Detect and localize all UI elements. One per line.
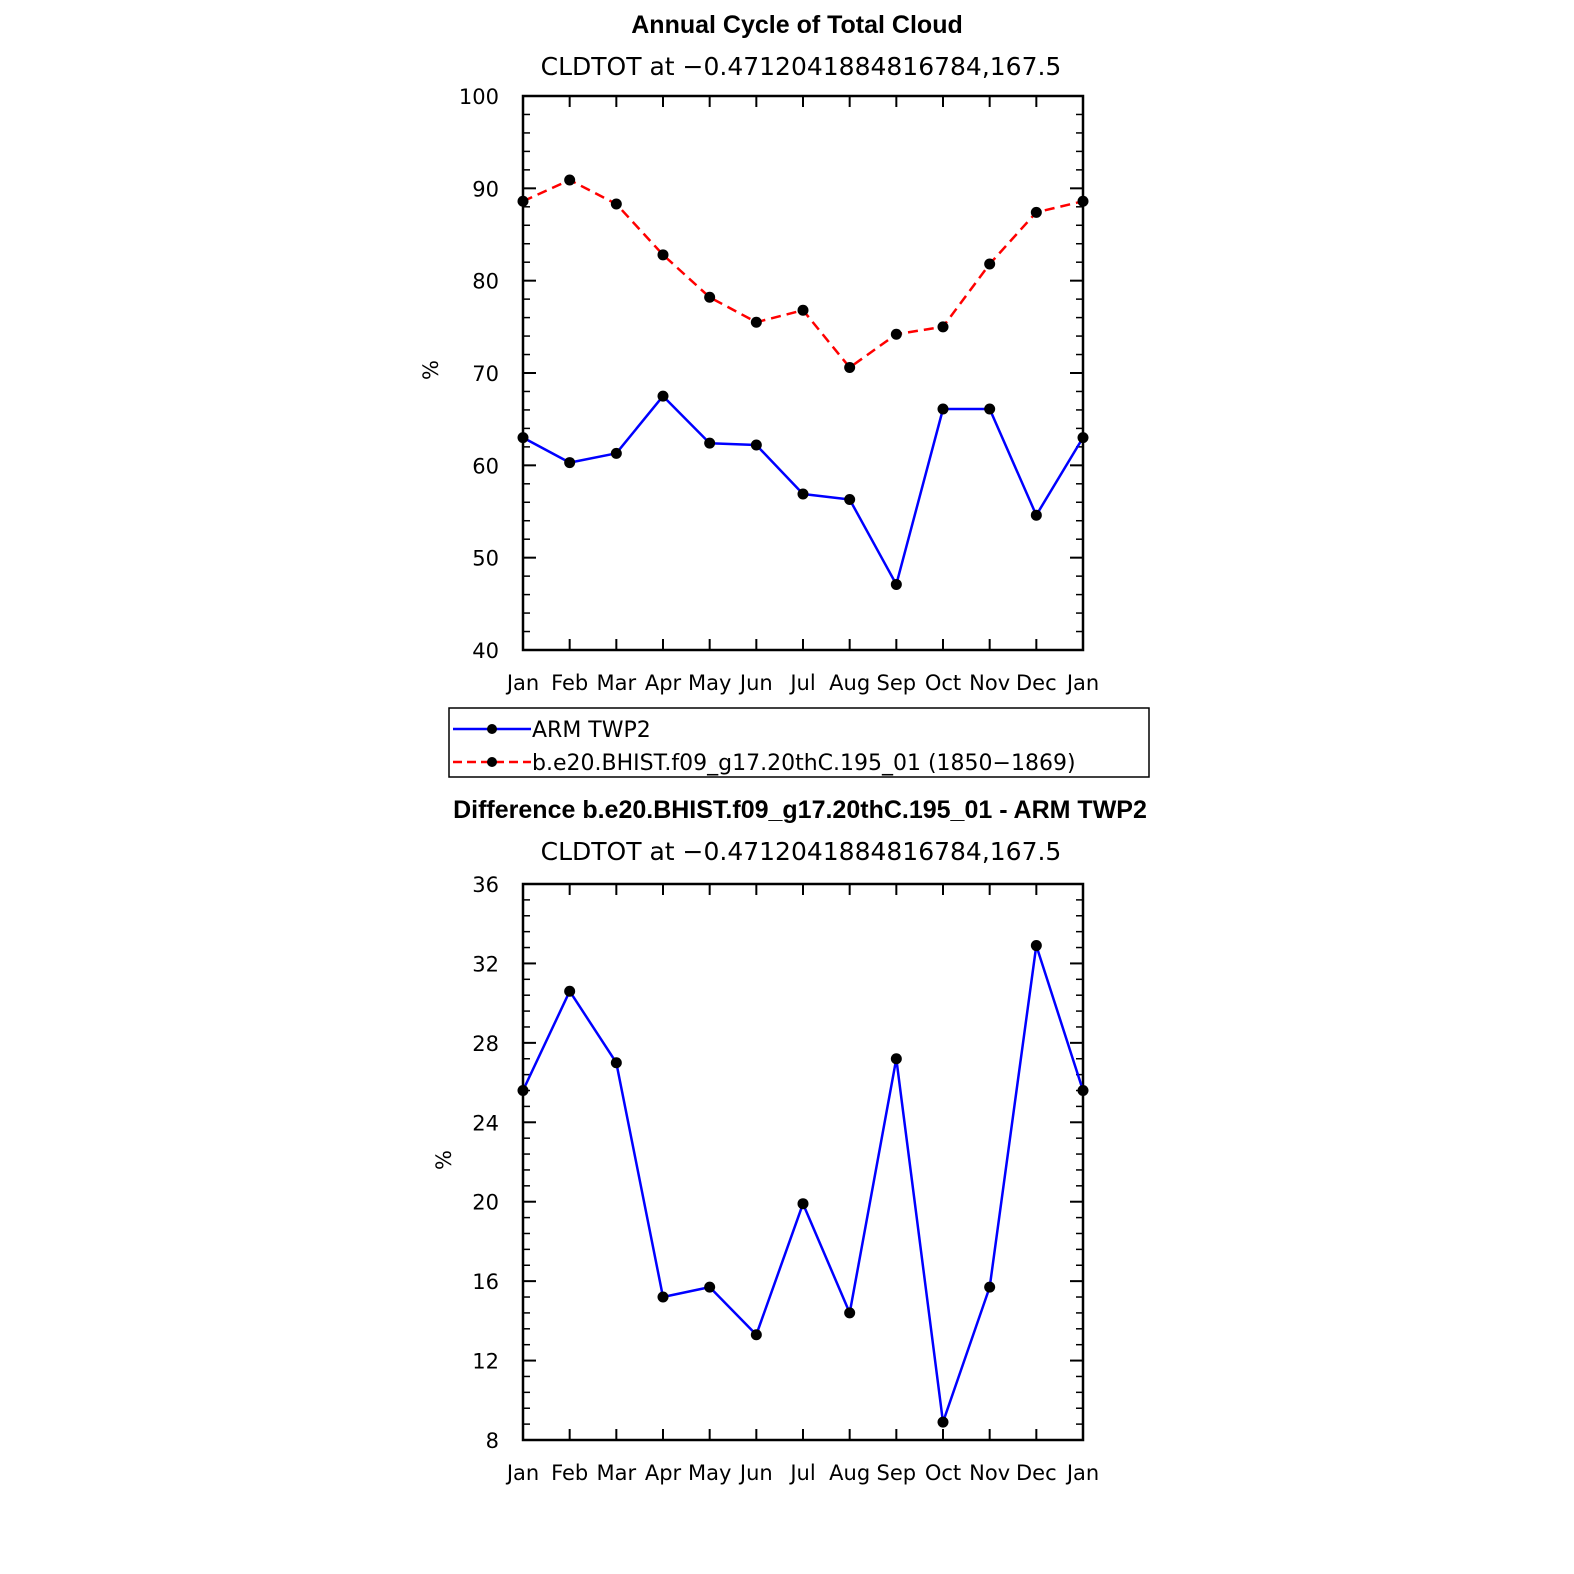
chart2-ytick-label: 32 [472,952,499,976]
chart1-series-0-point [797,488,809,500]
chart2-series-0-point [984,1281,996,1293]
chart1-xtick-label: Mar [597,671,637,695]
legend-label-arm: ARM TWP2 [532,718,651,743]
chart2-series-0-point [657,1291,669,1303]
chart1-frame [521,94,1085,652]
chart2-ytick-label: 24 [472,1111,499,1135]
chart1-xtick-label: Feb [551,671,588,695]
chart2-xtick-label: Mar [597,1461,637,1485]
chart2-series-0-point [797,1198,809,1210]
chart1-series-1-point [610,198,622,210]
chart1-xtick-label: Dec [1016,671,1057,695]
chart1-subtitle: CLDTOT at −0.4712041884816784,167.5 [541,52,1062,81]
chart1-series-0-point [844,493,856,505]
chart2-xtick-label: Aug [829,1461,870,1485]
chart1-series-1-point [704,291,716,303]
chart1-series-1-point [937,321,949,333]
chart2-series-0-point [517,1085,529,1097]
chart2-xtick-label: Jul [788,1461,815,1485]
chart2-title: Difference b.e20.BHIST.f09_g17.20thC.195… [453,796,1147,824]
chart1-ytick-label: 50 [472,547,499,571]
chart2-ytick-label: 8 [486,1429,499,1453]
chart1-xtick-label: Jan [505,671,539,695]
chart1-series-0-point [984,403,996,415]
chart2-frame [521,882,1085,1442]
chart1-series-1-point [750,316,762,328]
chart2-series-0-point [610,1057,622,1069]
chart1-xtick-label: Jan [1065,671,1099,695]
chart1-series-0-point [890,578,902,590]
chart1-series-1-point [1030,206,1042,218]
chart1-series-0-point [517,432,529,444]
chart1-xtick-label: Oct [925,671,961,695]
chart1-xtick-label: Apr [645,671,682,695]
chart2-series-0-line [521,944,1085,1424]
chart2-xtick-label: Jan [505,1461,539,1485]
chart1-series-0-point [1030,509,1042,521]
chart1-xtick-label: Sep [877,671,917,695]
chart1-ytick-label: 90 [472,177,499,201]
chart1-xtick-label: Jun [738,671,773,695]
legend: ARM TWP2 b.e20.BHIST.f09_g17.20thC.195_0… [448,707,1150,778]
chart2-series-0-point [890,1053,902,1065]
chart2-xtick-label: Jan [1065,1461,1099,1485]
chart1-series-1-line [522,178,1084,369]
chart2-subtitle: CLDTOT at −0.4712041884816784,167.5 [541,837,1062,866]
chart1-ylabel: % [419,360,443,380]
chart1-xtick-label: Nov [969,671,1010,695]
chart2-series-0-point [1030,940,1042,952]
chart2-xtick-label: May [688,1461,731,1485]
chart2-xtick-label: Nov [969,1461,1010,1485]
chart2-ytick-label: 12 [472,1350,499,1374]
chart1-series-1-point [1077,195,1089,207]
chart2-ytick-label: 16 [472,1270,499,1294]
chart2-xtick-label: Dec [1016,1461,1057,1485]
chart1-series-0-point [657,390,669,402]
chart2-plot: Jan Feb Mar Apr May Jun Jul Aug Sep Oct Nov Dec Jan8… [472,873,1099,1485]
chart1-series-1-point [797,304,809,316]
chart1-series-1-point [657,249,669,261]
legend-label-model: b.e20.BHIST.f09_g17.20thC.195_01 (1850−1… [532,751,1076,776]
chart2-ytick-label: 28 [472,1032,499,1056]
chart2-xtick-label: Apr [645,1461,682,1485]
chart1-xtick-label: Jul [788,671,815,695]
chart1-ytick-label: 40 [472,639,499,663]
chart1-series-0-point [750,439,762,451]
chart2-series-0-point [750,1329,762,1341]
chart2-series-0-point [1077,1085,1089,1097]
chart1-series-0-point [1077,432,1089,444]
chart1-series-0-point [937,403,949,415]
chart1-series-0-point [564,457,576,469]
legend-marker-model [487,757,497,767]
chart2-xtick-label: Jun [738,1461,773,1485]
chart1-series-1-point [844,361,856,373]
chart1-series-1-point [890,328,902,340]
chart1-series-0-point [704,437,716,449]
chart1-xtick-label: May [688,671,731,695]
chart1-plot: Jan Feb Mar Apr May Jun Jul Aug Sep Oct Nov Dec Jan4… [459,85,1099,695]
chart2-xtick-label: Sep [877,1461,917,1485]
chart1-ytick-label: 100 [459,85,499,109]
chart2-xtick-label: Feb [551,1461,588,1485]
chart2-series-0-point [937,1416,949,1428]
legend-marker-arm [487,724,497,734]
chart1-xtick-label: Aug [829,671,870,695]
chart2-ytick-label: 20 [472,1191,499,1215]
chart2-series-0-point [704,1281,716,1293]
chart1-ytick-label: 80 [472,270,499,294]
chart2-xtick-label: Oct [925,1461,961,1485]
chart1-title: Annual Cycle of Total Cloud [631,11,962,39]
chart2-ytick-label: 36 [472,873,499,897]
legend-box [448,707,1150,778]
chart1-series-1-point [517,195,529,207]
chart2-ylabel: % [432,1150,456,1170]
chart1-series-1-point [984,258,996,270]
chart1-series-1-point [564,174,576,186]
chart1-ytick-label: 70 [472,362,499,386]
chart1-ytick-label: 60 [472,454,499,478]
chart2-series-0-point [564,985,576,997]
chart2-series-0-point [844,1307,856,1319]
chart1-series-0-point [610,447,622,459]
